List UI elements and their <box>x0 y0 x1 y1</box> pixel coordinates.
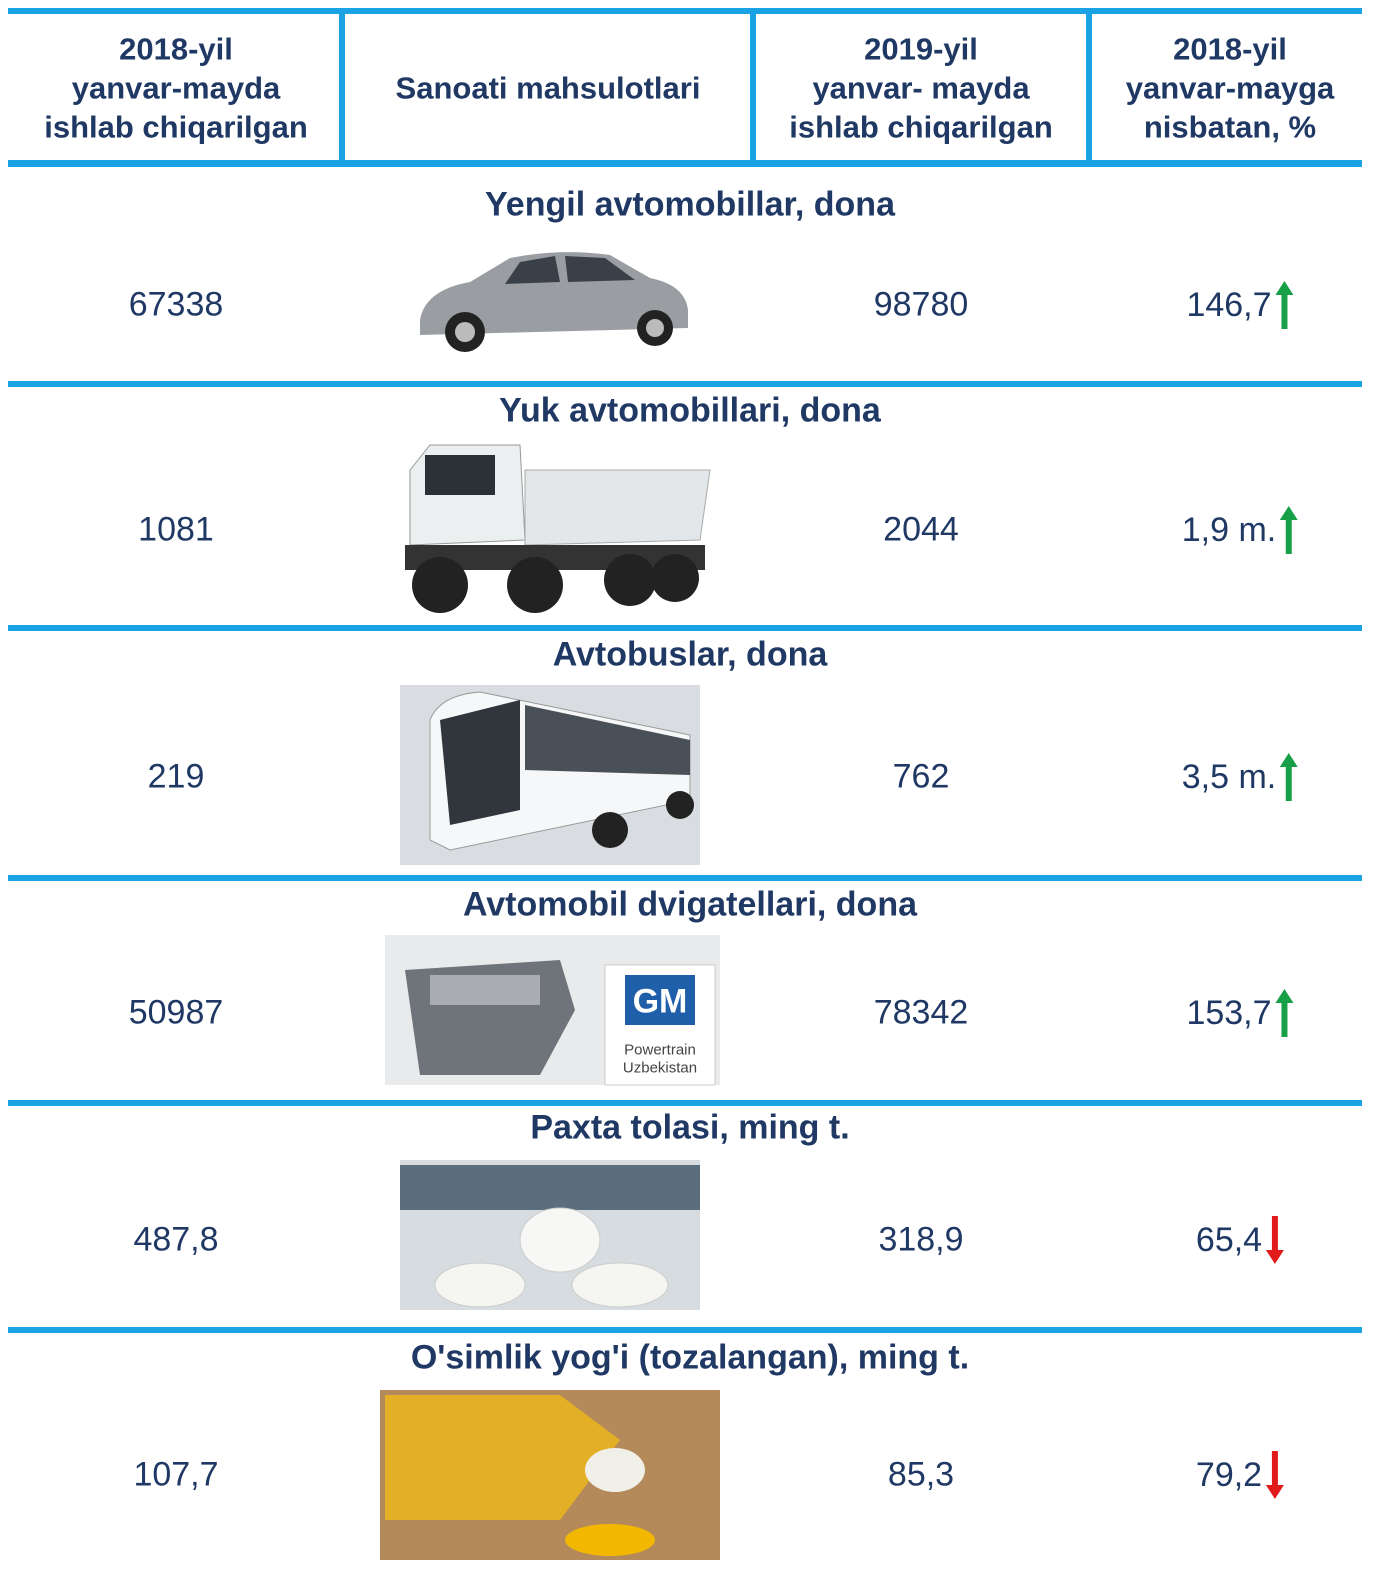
ratio-cell: 3,5 m. <box>1181 753 1299 801</box>
value-2018: 219 <box>147 757 205 796</box>
cotton-image <box>400 1160 700 1310</box>
header-cell: 2018-yil yanvar-mayga nisbatan, % <box>1126 30 1335 147</box>
truck-image <box>385 435 715 625</box>
ratio: 79,2 <box>1195 1455 1263 1494</box>
logo-text: Uzbekistan <box>622 1059 698 1077</box>
ratio-cell: 1,9 m. <box>1181 506 1299 554</box>
header-line: yanvar-mayga <box>1125 70 1335 106</box>
value-2019: 762 <box>892 757 950 796</box>
value-2019: 2044 <box>883 510 959 549</box>
ratio-cell: 153,7 <box>1186 989 1294 1037</box>
value-2018: 67338 <box>128 285 224 324</box>
ratio: 3,5 m. <box>1181 757 1277 796</box>
header-line: yanvar-mayda <box>71 70 281 106</box>
row-title: Paxta tolasi, ming t. <box>530 1108 850 1147</box>
value-2019: 85,3 <box>887 1455 955 1494</box>
row-title: Yengil avtomobillar, dona <box>485 185 895 224</box>
header-cell: 2018-yil yanvar-mayda ishlab chiqarilgan <box>44 30 308 147</box>
trend-arrow <box>1266 1451 1285 1499</box>
value-2019: 98780 <box>873 285 969 324</box>
trend-arrow <box>1275 989 1294 1037</box>
header-cell: 2019-yil yanvar- mayda ishlab chiqarilgan <box>789 30 1053 147</box>
trend-arrow <box>1280 506 1299 554</box>
row-title: Yuk avtomobillari, dona <box>499 391 881 430</box>
header-cell: Sanoati mahsulotlari <box>396 69 701 108</box>
logo-text: GM <box>632 982 688 1021</box>
trend-arrow <box>1266 1216 1285 1264</box>
row-title: Avtomobil dvigatellari, dona <box>462 885 918 924</box>
value-2018: 1081 <box>138 510 214 549</box>
logo-text: Powertrain <box>624 1041 696 1059</box>
ratio: 1,9 m. <box>1181 510 1277 549</box>
ratio: 65,4 <box>1195 1220 1263 1259</box>
ratio-cell: 79,2 <box>1195 1451 1285 1499</box>
row-title: Avtobuslar, dona <box>552 635 828 674</box>
header-line: 2019-yil <box>864 31 978 67</box>
rules <box>8 8 1362 1333</box>
value-2018: 107,7 <box>133 1455 219 1494</box>
car-image <box>420 252 688 352</box>
header-line: ishlab chiqarilgan <box>44 109 308 145</box>
header-line: ishlab chiqarilgan <box>789 109 1053 145</box>
header-line: 2018-yil <box>1173 31 1287 67</box>
oil-image <box>380 1390 720 1560</box>
value-2018: 50987 <box>128 993 224 1032</box>
header-line: Sanoati mahsulotlari <box>395 70 701 106</box>
value-2019: 78342 <box>873 993 969 1032</box>
row-title: O'simlik yog'i (tozalangan), ming t. <box>410 1338 970 1377</box>
trend-arrow <box>1280 753 1299 801</box>
engine-image <box>385 935 720 1086</box>
value-2019: 318,9 <box>878 1220 964 1259</box>
ratio-cell: 65,4 <box>1195 1216 1285 1264</box>
value-2018: 487,8 <box>133 1220 219 1259</box>
bus-image <box>400 685 700 865</box>
header-line: yanvar- mayda <box>812 70 1030 106</box>
trend-arrow <box>1275 281 1294 329</box>
ratio: 153,7 <box>1186 993 1272 1032</box>
ratio: 146,7 <box>1186 285 1272 324</box>
header-line: 2018-yil <box>119 31 233 67</box>
header-line: nisbatan, % <box>1143 109 1317 145</box>
ratio-cell: 146,7 <box>1186 281 1294 329</box>
